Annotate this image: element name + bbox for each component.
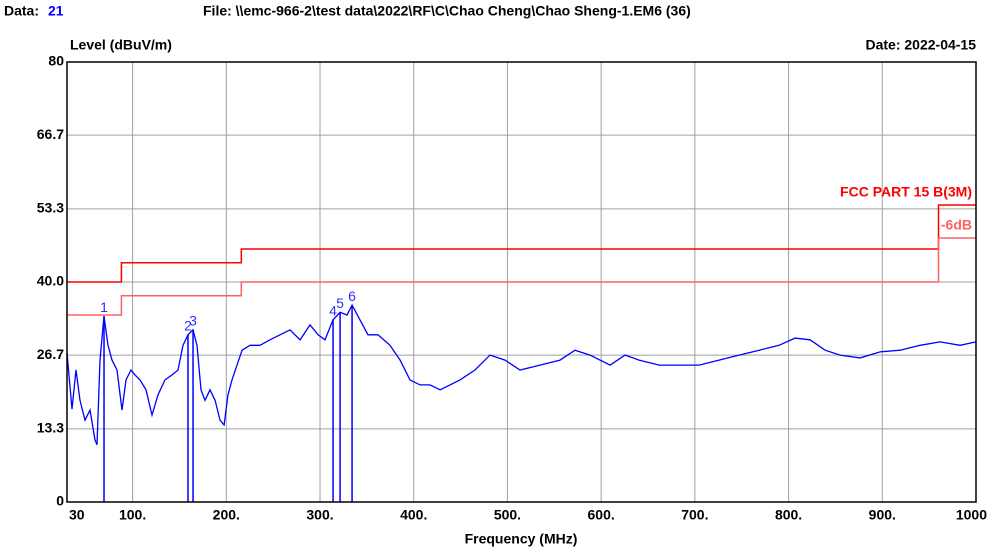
trace-line bbox=[66, 303, 977, 446]
marker-label: 3 bbox=[189, 313, 197, 329]
y-tick-label: 13.3 bbox=[37, 420, 64, 436]
x-tick-label: 400. bbox=[400, 507, 427, 523]
marker-label: 4 bbox=[329, 303, 337, 319]
x-tick-label: 600. bbox=[588, 507, 615, 523]
marker-label: 2 bbox=[184, 318, 192, 334]
marker-label: 6 bbox=[348, 288, 356, 304]
file-path: File: \\emc-966-2\test data\2022\RF\C\Ch… bbox=[203, 3, 691, 19]
y-tick-label: 26.7 bbox=[37, 346, 64, 362]
x-tick-label: 30 bbox=[69, 507, 85, 523]
date: Date: 2022-04-15 bbox=[865, 37, 976, 53]
y-tick-label: 53.3 bbox=[37, 200, 64, 216]
data-label: Data: bbox=[4, 3, 39, 19]
x-axis-title: Frequency (MHz) bbox=[465, 531, 578, 547]
x-tick-label: 300. bbox=[306, 507, 333, 523]
y-tick-label: 66.7 bbox=[37, 126, 64, 142]
data-number: 21 bbox=[48, 3, 64, 19]
x-tick-label: 900. bbox=[869, 507, 896, 523]
y-tick-label: 40.0 bbox=[37, 273, 64, 289]
marker-label: 5 bbox=[336, 295, 344, 311]
x-tick-label: 100. bbox=[119, 507, 146, 523]
limit-line bbox=[67, 204, 976, 283]
x-tick-label: 200. bbox=[213, 507, 240, 523]
limit-line bbox=[67, 237, 976, 316]
x-tick-label: 1000 bbox=[956, 507, 987, 523]
legend-label: -6dB bbox=[941, 217, 972, 233]
x-tick-label: 800. bbox=[775, 507, 802, 523]
legend-label: FCC PART 15 B(3M) bbox=[840, 184, 972, 200]
y-axis-title: Level (dBuV/m) bbox=[70, 37, 172, 53]
marker-label: 1 bbox=[100, 299, 108, 315]
x-tick-label: 700. bbox=[681, 507, 708, 523]
plot-frame bbox=[66, 61, 977, 503]
x-tick-label: 500. bbox=[494, 507, 521, 523]
y-tick-label: 80 bbox=[48, 53, 64, 69]
y-tick-label: 0 bbox=[56, 493, 64, 509]
